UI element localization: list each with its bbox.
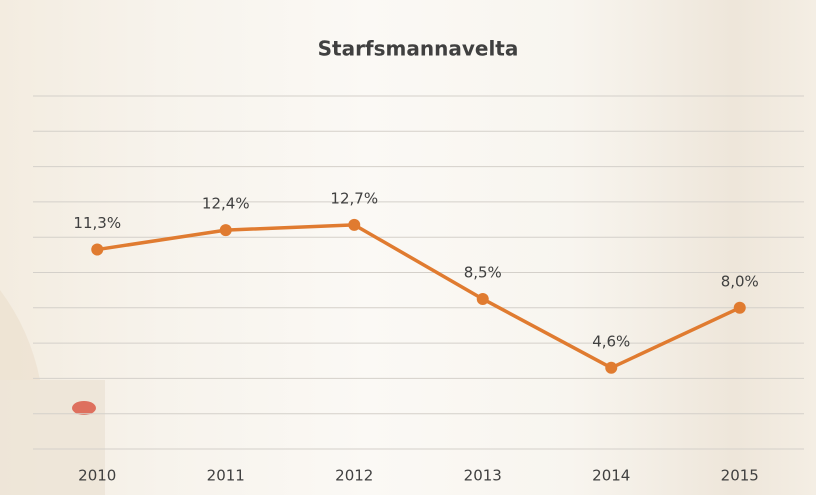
x-tick-label: 2015 xyxy=(721,467,759,485)
x-tick-label: 2012 xyxy=(335,467,373,485)
data-label: 4,6% xyxy=(592,332,630,350)
data-label: 12,7% xyxy=(330,189,378,207)
data-label: 11,3% xyxy=(73,214,121,232)
data-label: 8,5% xyxy=(464,263,502,281)
x-tick-label: 2014 xyxy=(592,467,630,485)
data-label: 12,4% xyxy=(202,195,250,213)
data-point xyxy=(348,219,360,231)
data-point xyxy=(734,302,746,314)
data-label: 8,0% xyxy=(721,272,759,290)
data-point xyxy=(605,362,617,374)
data-point xyxy=(477,293,489,305)
x-tick-label: 2013 xyxy=(464,467,502,485)
chart-title: Starfsmannavelta xyxy=(318,37,519,61)
x-tick-label: 2010 xyxy=(78,467,116,485)
data-point xyxy=(220,224,232,236)
data-line xyxy=(97,225,740,368)
page: Starfsmannavelta 2010 2011 2012 2013 2014 201… xyxy=(0,0,816,495)
background-decor xyxy=(72,401,96,415)
chart: Starfsmannavelta 2010 2011 2012 2013 2014 201… xyxy=(0,0,816,495)
x-tick-label: 2011 xyxy=(207,467,245,485)
background-decor xyxy=(0,290,40,380)
data-point xyxy=(91,244,103,256)
